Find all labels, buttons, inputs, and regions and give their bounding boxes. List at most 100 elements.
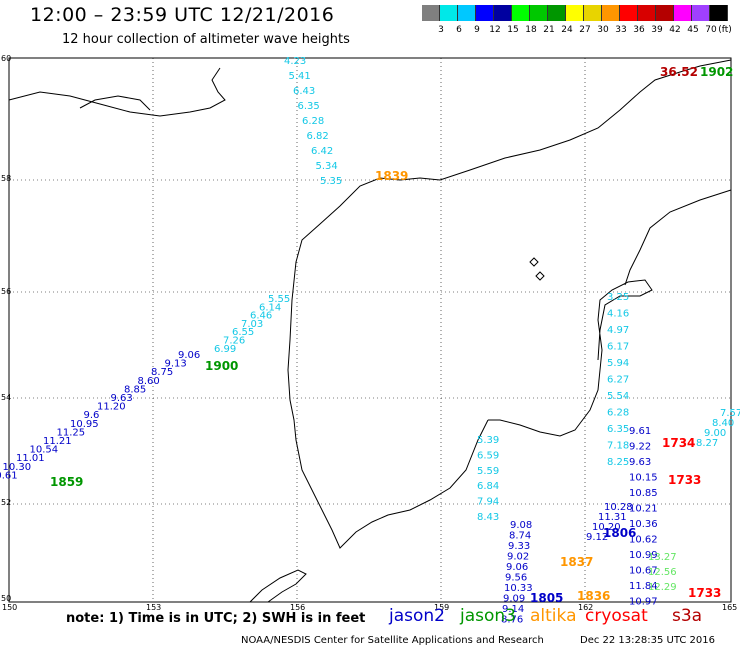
swh-value: 6.14 <box>259 302 281 313</box>
swh-value: 11.31 <box>598 512 627 523</box>
swh-value: 6.28 <box>607 408 629 419</box>
swh-value: 8.76 <box>501 615 523 626</box>
swh-value: 5.35 <box>320 176 342 187</box>
swh-value: 6.84 <box>477 481 499 492</box>
swh-value: 6.59 <box>477 450 499 461</box>
satellite-name: jason2 <box>389 606 445 626</box>
latitude-label: 58 <box>1 174 12 183</box>
swh-value: 13.27 <box>648 552 677 563</box>
swh-value: 9.13 <box>165 359 187 370</box>
satellite-name: s3a <box>672 606 703 626</box>
swh-value: 10.36 <box>629 519 658 530</box>
swh-value: 6.27 <box>607 375 629 386</box>
swh-value: 9.22 <box>629 442 651 453</box>
swh-value: 11.84 <box>629 581 658 592</box>
swh-value: 5.59 <box>477 466 499 477</box>
swh-value: 5.54 <box>607 391 629 402</box>
kamchatka-coastline <box>287 59 732 549</box>
swh-value: 6.46 <box>250 311 272 322</box>
swh-value: 6.35 <box>298 101 320 112</box>
longitude-label: 159 <box>434 603 450 612</box>
swh-value: 5.55 <box>268 294 290 305</box>
latitude-label: 54 <box>1 393 12 402</box>
swh-value: 8.25 <box>607 457 629 468</box>
pass-time: 1902 <box>700 65 733 79</box>
pass-time: 1806 <box>603 526 636 540</box>
generation-timestamp: Dec 22 13:28:35 UTC 2016 <box>580 635 715 646</box>
satellite-name: altika <box>530 606 577 626</box>
latitude-label: 60 <box>1 54 12 63</box>
swh-value: 9.02 <box>507 552 529 563</box>
swh-value: 9.09 <box>503 594 525 605</box>
swh-value: 12.29 <box>648 582 677 593</box>
satellite-name: cryosat <box>585 606 648 626</box>
swh-value: 10.20 <box>592 522 621 533</box>
swh-value: 11.21 <box>43 436 72 447</box>
latitude-label: 50 <box>1 594 12 603</box>
swh-value: 5.39 <box>477 435 499 446</box>
swh-value: 10.62 <box>629 535 658 546</box>
legend-swatch <box>566 5 584 21</box>
swh-value: 8.27 <box>696 438 718 449</box>
swh-value: 11.25 <box>57 427 86 438</box>
swh-value: 9.63 <box>629 457 651 468</box>
legend-swatch <box>656 5 674 21</box>
swh-value: 5.41 <box>289 71 311 82</box>
swh-value: 8.43 <box>477 512 499 523</box>
legend-label: 42 <box>669 25 681 35</box>
east-peninsula <box>624 189 732 286</box>
legend-label: 45 <box>687 25 699 35</box>
map-frame <box>8 57 732 603</box>
swh-value: 7.18 <box>607 441 629 452</box>
swh-value: 9.12 <box>586 532 608 543</box>
swh-value: 9.08 <box>510 520 532 531</box>
page-title: 12:00 – 23:59 UTC 12/21/2016 <box>30 4 335 26</box>
legend-swatch <box>512 5 530 21</box>
swh-value: 5.94 <box>607 358 629 369</box>
swh-value: 7.03 <box>241 319 263 330</box>
small-isle <box>529 257 539 267</box>
legend-swatch <box>422 5 440 21</box>
legend-label: 70 <box>705 25 717 35</box>
legend-label: 12 <box>489 25 501 35</box>
pass-time: 1839 <box>375 169 408 183</box>
longitude-label: 153 <box>146 603 162 612</box>
longitude-label: 156 <box>290 603 306 612</box>
southern-isle <box>249 569 307 603</box>
legend-label: 6 <box>456 25 462 35</box>
small-isle-2 <box>535 271 545 281</box>
swh-value: 8.60 <box>138 376 160 387</box>
satellite-tracks: 4.23 5.41 6.43 6.35 6.28 6.82 6.42 5.34 5.35 5.55… <box>0 56 740 626</box>
swh-value: 6.28 <box>302 116 324 127</box>
swh-value: 10.33 <box>504 583 533 594</box>
pass-time: 1900 <box>205 359 238 373</box>
legend-label: 21 <box>543 25 555 35</box>
swh-value: 6.43 <box>293 86 315 97</box>
swh-value: 9.06 <box>178 350 200 361</box>
swh-value: 3.25 <box>607 292 629 303</box>
swh-value: 7.26 <box>223 336 245 347</box>
credit-line: NOAA/NESDIS Center for Satellite Applica… <box>241 635 544 646</box>
swh-value: 10.97 <box>629 597 658 608</box>
swh-value: 8.40 <box>712 418 734 429</box>
latitude-label: 56 <box>1 287 12 296</box>
swh-value: 10.15 <box>629 473 658 484</box>
swh-value: 7.57 <box>720 408 740 419</box>
legend-label: 9 <box>474 25 480 35</box>
legend-swatch <box>620 5 638 21</box>
legend-label: 36 <box>633 25 645 35</box>
pass-time: 1859 <box>50 475 83 489</box>
swh-value: 4.16 <box>607 309 629 320</box>
legend-swatch <box>602 5 620 21</box>
legend-label: 27 <box>579 25 591 35</box>
page-subtitle: 12 hour collection of altimeter wave hei… <box>62 32 350 47</box>
northwest-coast <box>8 67 226 117</box>
swh-value: 10.61 <box>0 470 18 481</box>
pass-time: 36.52 <box>660 65 698 79</box>
swh-value: 8.75 <box>151 367 173 378</box>
swh-value: 6.35 <box>607 424 629 435</box>
longitude-label: 162 <box>578 603 594 612</box>
swh-value: 9.14 <box>502 604 524 615</box>
